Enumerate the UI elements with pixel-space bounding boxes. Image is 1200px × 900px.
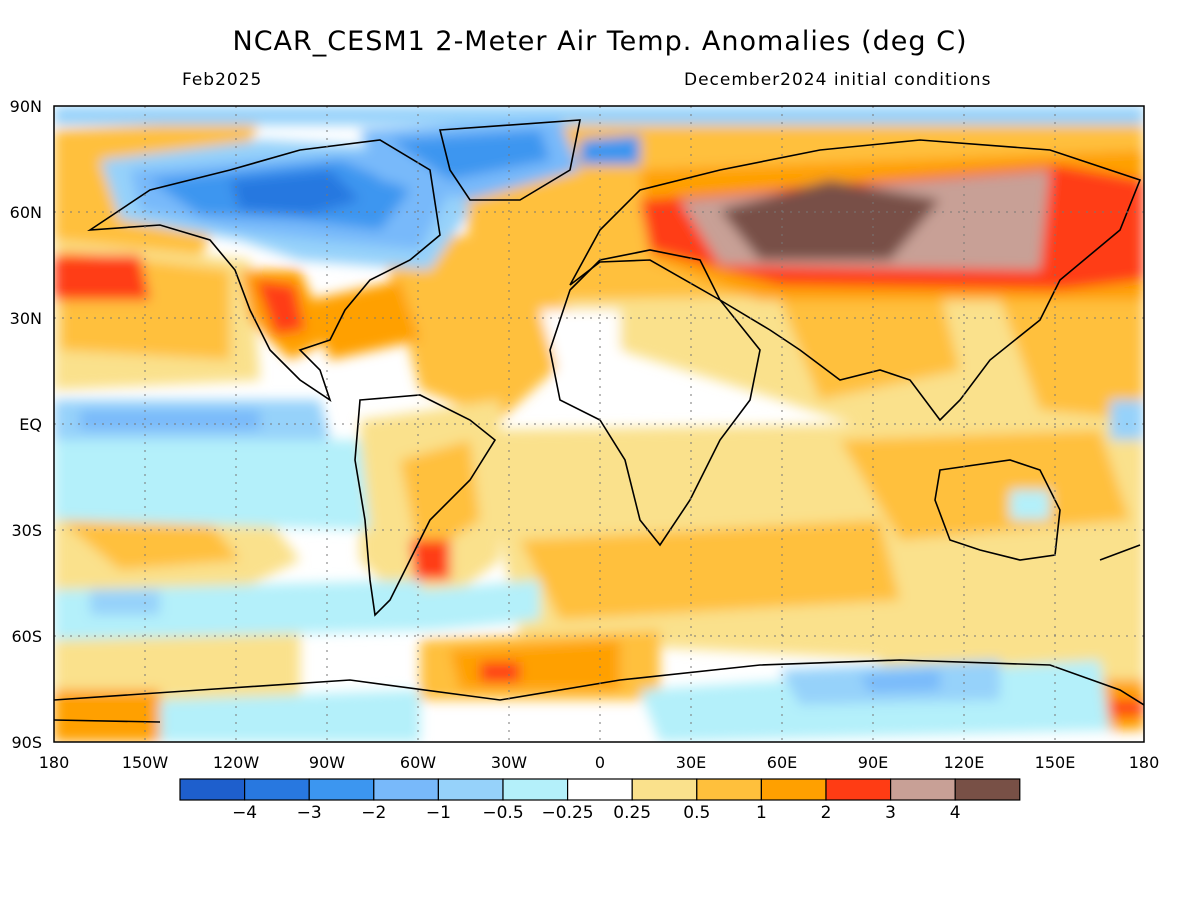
valid-month-label: Feb2025 (182, 70, 263, 90)
gridlines (54, 106, 1144, 742)
colorbar: −4 −3 −2 −1 −0.5 −0.25 0.25 0.5 1 2 3 4 (179, 778, 1021, 823)
colorbar-swatch (954, 778, 1021, 801)
lat-label-90s: 90S (11, 733, 42, 752)
lon-label-120e: 120E (944, 753, 985, 772)
lon-label-30w: 30W (491, 753, 527, 772)
map-frame (53, 105, 1145, 743)
colorbar-swatch (179, 778, 246, 801)
lat-label-90n: 90N (10, 97, 42, 116)
lon-label-90w: 90W (309, 753, 345, 772)
colorbar-swatch (244, 778, 310, 801)
lat-label-30n: 30N (10, 309, 42, 328)
colorbar-label: −0.5 (482, 803, 523, 823)
colorbar-swatch (566, 778, 633, 801)
lon-label-120w: 120W (213, 753, 260, 772)
colorbar-label: 4 (950, 803, 961, 823)
lon-label-150e: 150E (1035, 753, 1076, 772)
map-title: NCAR_CESM1 2-Meter Air Temp. Anomalies (… (232, 26, 968, 57)
colorbar-label: 0.25 (613, 803, 651, 823)
colorbar-swatch (889, 778, 956, 801)
colorbar-label: −3 (297, 803, 322, 823)
colorbar-label: 0.5 (683, 803, 710, 823)
anomaly-field (54, 106, 1144, 742)
colorbar-swatch (437, 778, 504, 801)
colorbar-swatch (696, 778, 762, 801)
colorbar-label: 3 (885, 803, 896, 823)
lat-label-eq: EQ (19, 415, 42, 434)
lat-label-60n: 60N (10, 203, 42, 222)
lon-label-90e: 90E (858, 753, 888, 772)
colorbar-label: −1 (426, 803, 451, 823)
lon-label-180e: 180 (1129, 753, 1160, 772)
colorbar-label: −0.25 (542, 803, 594, 823)
lon-label-60w: 60W (400, 753, 436, 772)
colorbar-label: 2 (821, 803, 832, 823)
lon-label-180w: 180 (39, 753, 70, 772)
colorbar-label: −4 (232, 803, 257, 823)
lat-label-60s: 60S (11, 627, 42, 646)
lon-label-60e: 60E (767, 753, 797, 772)
colorbar-swatch (631, 778, 698, 801)
colorbar-swatch (825, 778, 892, 801)
lon-label-150w: 150W (122, 753, 169, 772)
colorbar-swatch (308, 778, 375, 801)
colorbar-swatch (373, 778, 439, 801)
colorbar-swatch (502, 778, 569, 801)
init-conditions-label: December2024 initial conditions (684, 70, 992, 90)
lat-label-30s: 30S (11, 521, 42, 540)
colorbar-label: −2 (361, 803, 386, 823)
colorbar-label: 1 (756, 803, 767, 823)
colorbar-swatch (760, 778, 827, 801)
lon-label-0: 0 (595, 753, 605, 772)
lon-label-30e: 30E (676, 753, 706, 772)
